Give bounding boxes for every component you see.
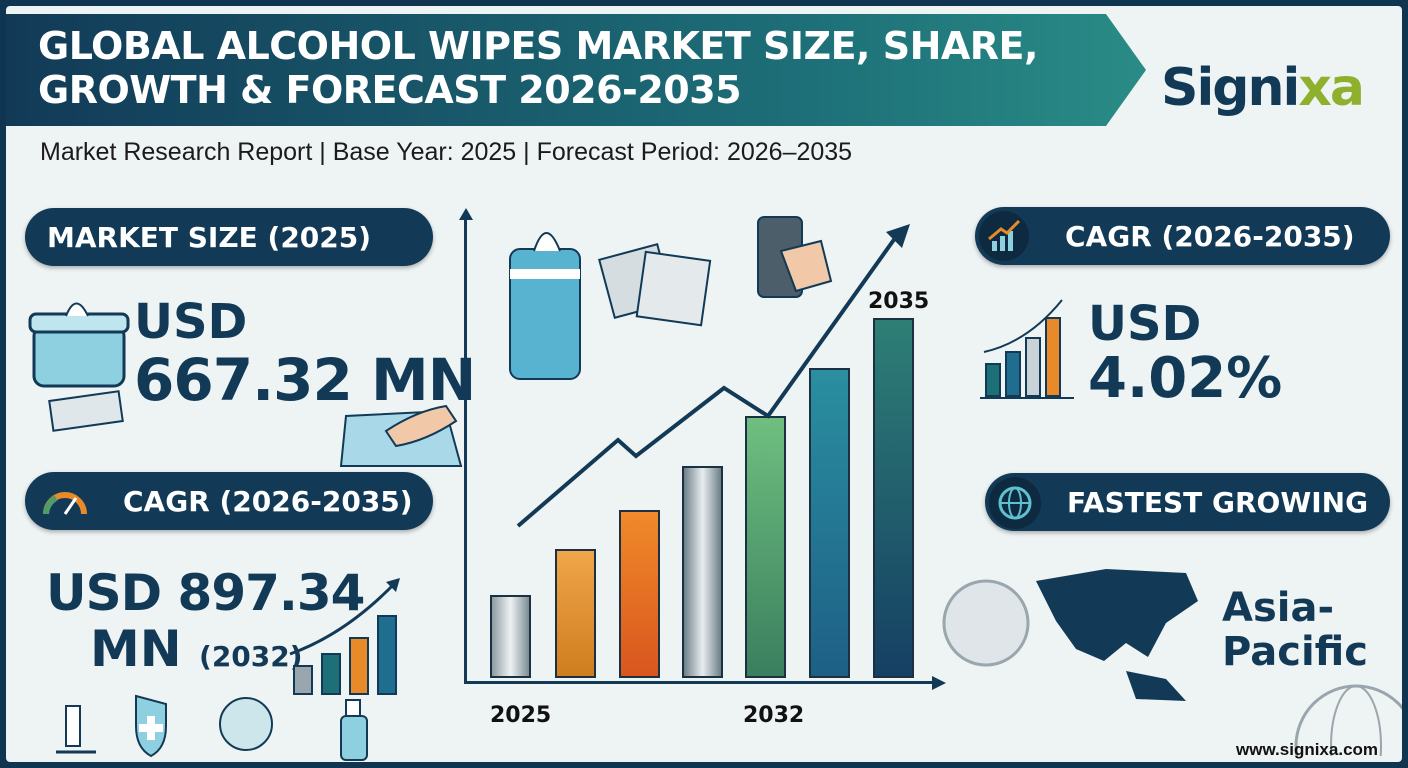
wipes-container-icon [28,302,130,432]
x-label-2035: 2035 [868,289,930,314]
wipe-packets-icon [598,243,712,327]
fastest-growing-label: FASTEST GROWING [985,473,1390,531]
logo-accent: xa [1298,58,1365,118]
asia-pacific-map [942,569,1198,701]
cagr-left-unit: MN [90,620,182,678]
bar-6 [809,368,850,678]
hygiene-icons-row [56,694,368,761]
gauge-icon [43,492,87,515]
hand-wiping-icon [339,404,463,467]
infographic: GLOBAL ALCOHOL WIPES MARKET SIZE, SHARE,… [6,6,1402,762]
region-line-1: Asia- [1222,585,1335,631]
cagr-left-label: CAGR (2026-2035) [25,472,433,530]
bar-2 [555,549,596,678]
x-label-2025: 2025 [490,703,552,728]
bar-7 [873,318,914,678]
market-size-label: MARKET SIZE (2025) [25,208,433,266]
region-name: Asia- Pacific [1222,586,1368,674]
cagr-left-unit-wrap: MN (2032) [90,620,303,678]
spray-bottle-icon [340,699,368,761]
bar-5 [745,416,786,678]
bar-3 [619,510,660,678]
x-axis-arrow [932,676,946,690]
growth-chart-icon [980,299,1074,399]
cagr-left-year: (2032) [199,640,303,673]
title-banner [6,14,1146,126]
cagr-right-value: 4.02% [1088,346,1283,411]
cagr-left-value: USD 897.34 [46,564,365,622]
globe-icon [989,477,1041,529]
bar-1 [490,595,531,678]
bar-4 [682,466,723,678]
phone-cleaning-icon [757,216,833,298]
cagr-right-currency: USD [1088,296,1202,352]
region-line-2: Pacific [1222,629,1369,675]
cagr-right-label: CAGR (2026-2035) [975,207,1390,265]
microscope-icon [56,705,96,754]
market-size-currency: USD [134,294,248,350]
wipes-canister-icon [509,232,581,380]
growth-bars-icon [289,578,400,695]
petri-dish-icon [219,697,273,751]
y-axis-arrow [459,208,473,220]
trend-arrow [516,224,910,528]
logo-text: Signi [1161,58,1300,118]
chart-up-icon [979,211,1029,261]
page-title: GLOBAL ALCOHOL WIPES MARKET SIZE, SHARE,… [38,24,1038,112]
y-axis [464,216,467,684]
wireframe-globe-icon [1294,684,1402,756]
medical-shield-icon [135,694,167,758]
signixa-logo: Signixa [1161,58,1365,118]
website-url[interactable]: www.signixa.com [1236,740,1379,759]
market-size-value: 667.32 MN [134,346,476,414]
subtitle: Market Research Report | Base Year: 2025… [40,138,853,166]
x-label-2032: 2032 [743,703,805,728]
x-axis [464,681,934,684]
product-icons [509,216,833,380]
title-line-1: GLOBAL ALCOHOL WIPES MARKET SIZE, SHARE, [38,24,1038,68]
title-line-2: GROWTH & FORECAST 2026-2035 [38,68,742,112]
